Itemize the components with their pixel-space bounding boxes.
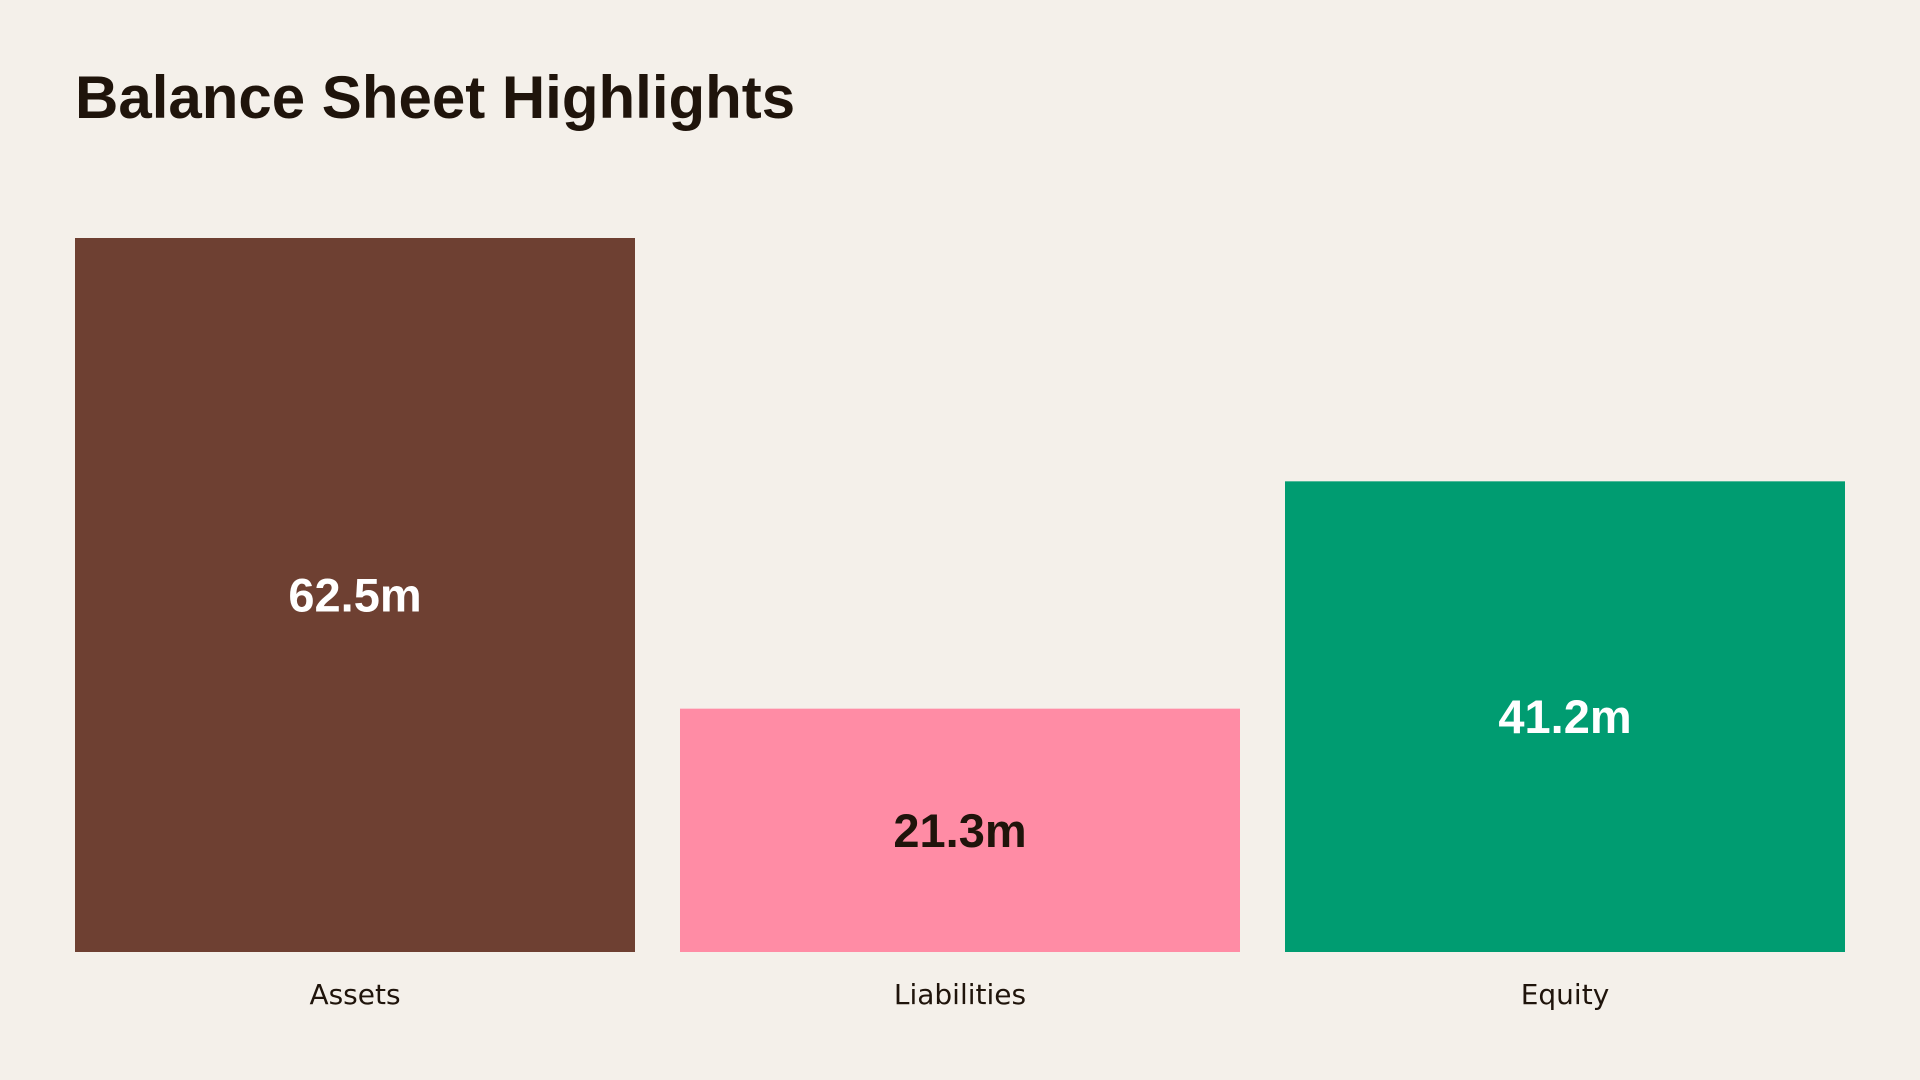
category-label-equity: Equity: [1521, 978, 1610, 1011]
value-label-equity: 41.2m: [1498, 690, 1631, 743]
value-label-liabilities: 21.3m: [893, 804, 1026, 857]
value-label-assets: 62.5m: [288, 569, 421, 622]
bar-assets: [75, 238, 635, 952]
bar-liabilities: [680, 708, 1240, 952]
category-label-liabilities: Liabilities: [894, 978, 1026, 1011]
category-label-assets: Assets: [309, 978, 400, 1011]
chart-title: Balance Sheet Highlights: [75, 64, 796, 131]
bar-equity: [1285, 481, 1845, 952]
